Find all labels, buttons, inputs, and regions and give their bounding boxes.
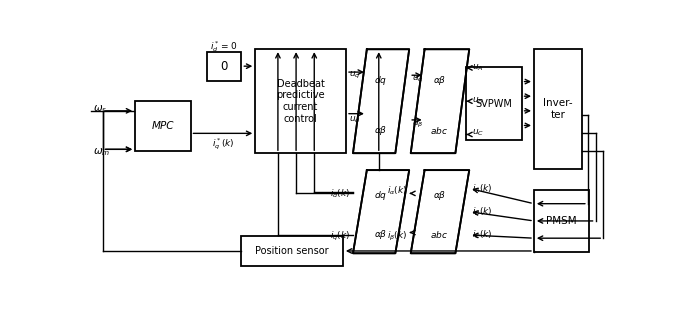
Text: $u_C$: $u_C$	[471, 127, 484, 138]
Text: PMSM: PMSM	[547, 216, 577, 226]
Text: $u_A$: $u_A$	[471, 63, 483, 73]
Text: $i_d(k)$: $i_d(k)$	[329, 187, 350, 200]
Text: $0$: $0$	[220, 60, 228, 73]
Text: $dq$: $dq$	[374, 74, 387, 87]
Polygon shape	[411, 49, 469, 153]
Text: $abc$: $abc$	[430, 125, 448, 136]
Text: $u_q$: $u_q$	[349, 70, 361, 81]
Bar	[256, 49, 346, 153]
Text: $\omega_m$: $\omega_m$	[93, 146, 111, 158]
Text: $\alpha\beta$: $\alpha\beta$	[432, 74, 446, 87]
Text: Position sensor: Position sensor	[256, 246, 329, 256]
Bar	[534, 49, 582, 169]
Text: $i_q^*(k)$: $i_q^*(k)$	[212, 137, 234, 152]
Text: $i_q(k)$: $i_q(k)$	[329, 230, 350, 243]
Text: Deadbeat
predictive
current
control: Deadbeat predictive current control	[276, 79, 325, 124]
Text: MPC: MPC	[151, 121, 174, 131]
Text: $i_\beta(k)$: $i_\beta(k)$	[388, 230, 408, 243]
Text: $u_\alpha$: $u_\alpha$	[412, 73, 424, 84]
Bar	[534, 190, 589, 252]
Text: $u_\beta$: $u_\beta$	[412, 118, 424, 130]
Text: $u_d$: $u_d$	[349, 115, 361, 125]
Bar	[207, 51, 241, 81]
Text: SVPWM: SVPWM	[475, 99, 512, 109]
Text: $u_B$: $u_B$	[471, 96, 483, 106]
Text: $dq$: $dq$	[374, 189, 387, 202]
Bar	[135, 101, 190, 151]
Text: $\alpha\beta$: $\alpha\beta$	[373, 124, 387, 137]
Text: $\alpha\beta$: $\alpha\beta$	[432, 189, 446, 202]
Text: $\omega_s$: $\omega_s$	[93, 103, 108, 115]
Text: $\alpha\beta$: $\alpha\beta$	[373, 229, 387, 241]
Text: $i_d^* = 0$: $i_d^* = 0$	[210, 40, 238, 54]
Bar	[241, 236, 343, 266]
Text: $i_\alpha(k)$: $i_\alpha(k)$	[387, 185, 408, 197]
Text: Inver-
ter: Inver- ter	[543, 98, 573, 120]
Polygon shape	[411, 170, 469, 253]
Polygon shape	[353, 170, 409, 253]
Text: $i_B(k)$: $i_B(k)$	[473, 205, 493, 218]
Text: $i_C(k)$: $i_C(k)$	[473, 229, 493, 241]
Text: $abc$: $abc$	[430, 230, 448, 241]
Polygon shape	[353, 49, 409, 153]
Text: $i_A(k)$: $i_A(k)$	[473, 182, 493, 195]
Bar	[466, 67, 521, 140]
